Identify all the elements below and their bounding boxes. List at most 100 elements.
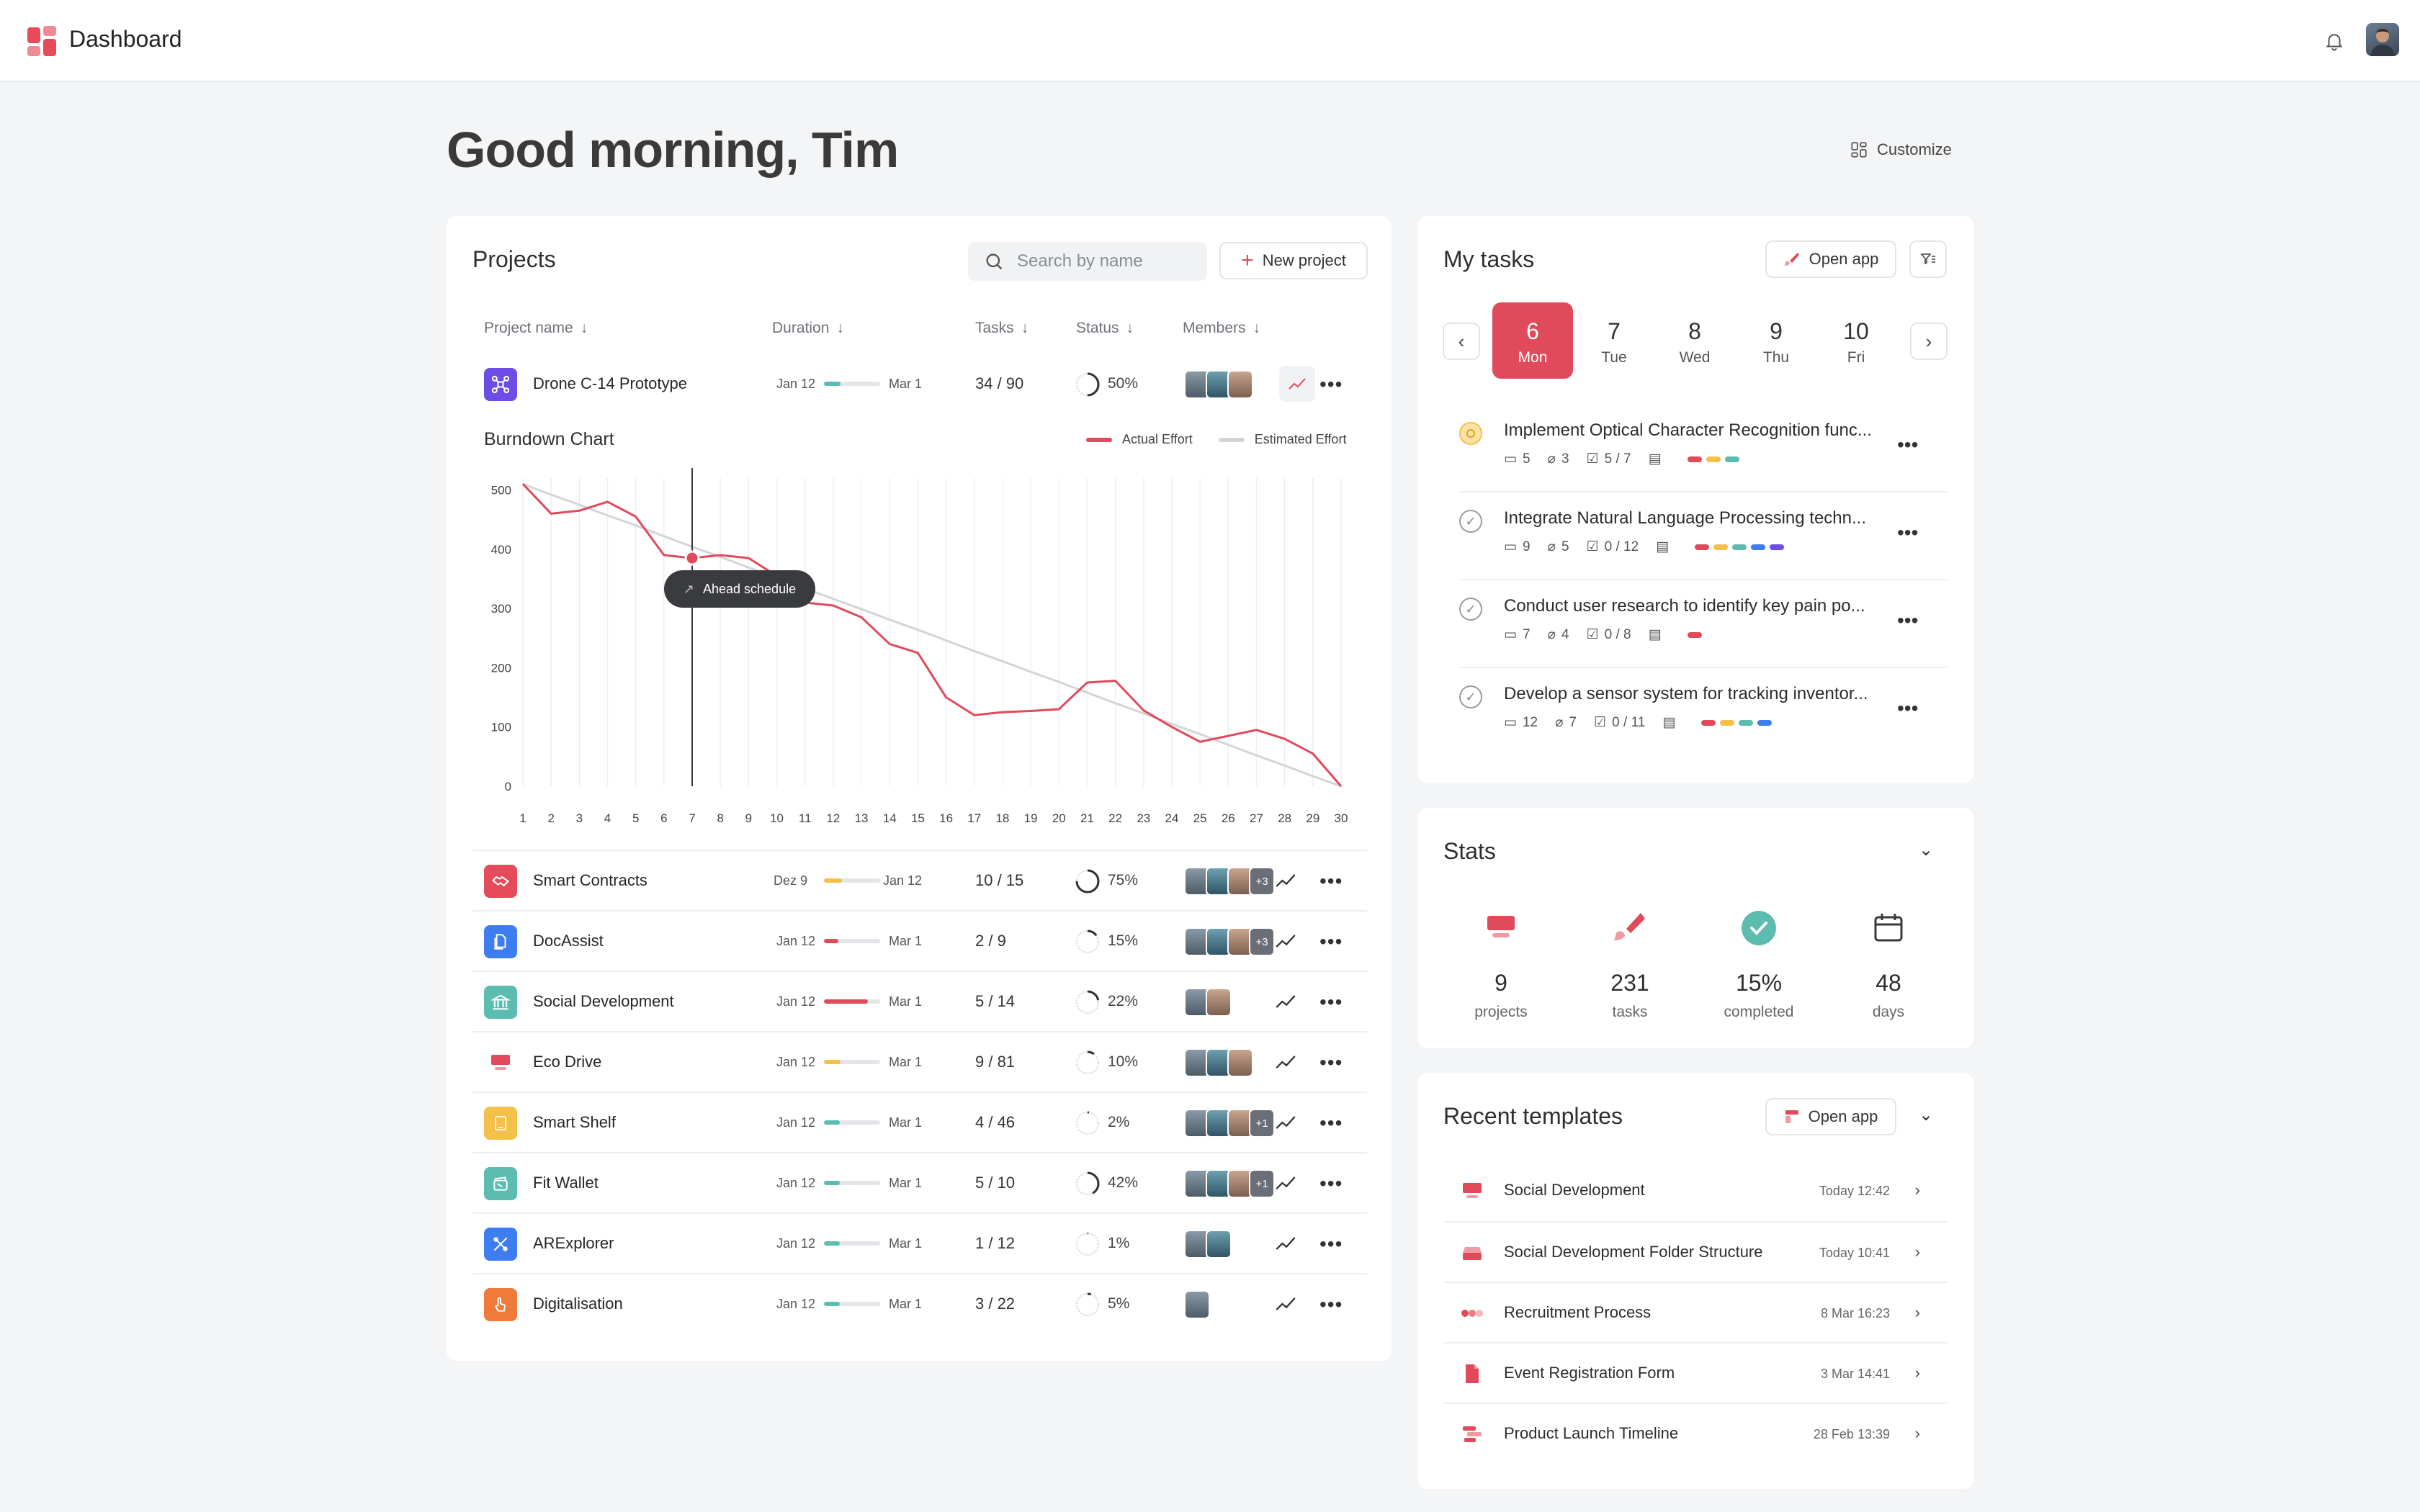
more-options-icon[interactable]: ••• [1319, 1293, 1343, 1315]
project-name[interactable]: Digitalisation [533, 1295, 623, 1313]
table-row[interactable]: Smart Shelf Jan 12 Mar 1 4 / 46 2% +1 ••… [472, 1092, 1367, 1152]
column-header-tasks[interactable]: Tasks ↓ [975, 320, 1028, 337]
project-name[interactable]: ARExplorer [533, 1234, 614, 1252]
column-header-project-name[interactable]: Project name ↓ [484, 320, 588, 337]
column-header-duration[interactable]: Duration ↓ [772, 320, 844, 337]
more-options-icon[interactable]: ••• [1319, 991, 1343, 1013]
open-templates-app-button[interactable]: Open app [1765, 1098, 1896, 1135]
members-avatars[interactable]: +3 [1184, 867, 1275, 896]
more-options-icon[interactable]: ••• [1319, 1233, 1343, 1255]
column-header-status[interactable]: Status ↓ [1076, 320, 1134, 337]
ring-track [1075, 1292, 1100, 1317]
trend-button[interactable] [1279, 366, 1315, 402]
more-options-icon[interactable]: ••• [1897, 609, 1919, 631]
trend-icon[interactable] [1275, 1234, 1296, 1253]
check-circle-icon[interactable]: ✓ [1459, 685, 1482, 708]
project-name[interactable]: Smart Contracts [533, 871, 647, 889]
template-item[interactable]: Recruitment Process 8 Mar 16:23 › [1443, 1282, 1948, 1342]
day-wed[interactable]: 8 Wed [1654, 302, 1735, 379]
task-title[interactable]: Implement Optical Character Recognition … [1504, 420, 1872, 440]
members-avatars[interactable] [1184, 370, 1253, 399]
open-tasks-app-button[interactable]: Open app [1765, 240, 1896, 278]
task-item[interactable]: Implement Optical Character Recognition … [1443, 405, 1948, 492]
template-icon [1785, 1110, 1798, 1123]
table-row[interactable]: Fit Wallet Jan 12 Mar 1 5 / 10 42% +1 ••… [472, 1152, 1367, 1212]
app-logo-icon[interactable] [27, 26, 58, 56]
user-avatar[interactable] [2366, 23, 2399, 56]
members-avatars[interactable]: +1 [1184, 1109, 1275, 1138]
column-header-members[interactable]: Members ↓ [1183, 320, 1260, 337]
task-count: 5 / 10 [975, 1174, 1016, 1192]
more-options-icon[interactable]: ••• [1319, 373, 1343, 395]
table-row[interactable]: Digitalisation Jan 12 Mar 1 3 / 22 5% ••… [472, 1273, 1367, 1333]
trend-icon[interactable] [1275, 1174, 1296, 1192]
more-options-icon[interactable]: ••• [1319, 1112, 1343, 1134]
project-name[interactable]: Smart Shelf [533, 1113, 616, 1131]
task-title[interactable]: Conduct user research to identify key pa… [1504, 596, 1865, 616]
members-avatars[interactable] [1184, 1048, 1253, 1077]
project-name[interactable]: DocAssist [533, 932, 604, 950]
trend-icon[interactable] [1275, 992, 1296, 1011]
stats-collapse-button[interactable]: ⌄ [1919, 840, 1933, 860]
day-mon[interactable]: 6 Mon [1492, 302, 1573, 379]
more-options-icon[interactable]: ••• [1319, 930, 1343, 953]
template-item[interactable]: Social Development Today 12:42 › [1443, 1161, 1948, 1221]
members-avatars[interactable]: +1 [1184, 1169, 1275, 1198]
stats-title: Stats [1443, 838, 1496, 864]
template-item[interactable]: Product Launch Timeline 28 Feb 13:39 › [1443, 1403, 1948, 1463]
template-time: Today 10:41 [1819, 1246, 1890, 1260]
table-row[interactable]: Drone C-14 Prototype Jan 12 Mar 1 34 / 9… [472, 354, 1367, 415]
more-options-icon[interactable]: ••• [1897, 697, 1919, 719]
more-options-icon[interactable]: ••• [1319, 1172, 1343, 1194]
customize-button[interactable]: Customize [1850, 137, 1952, 163]
more-options-icon[interactable]: ••• [1897, 433, 1919, 456]
table-row[interactable]: DocAssist Jan 12 Mar 1 2 / 9 15% +3 ••• [472, 910, 1367, 971]
table-row[interactable]: Smart Contracts Dez 9 Jan 12 10 / 15 75%… [472, 850, 1367, 910]
task-title[interactable]: Integrate Natural Language Processing te… [1504, 508, 1866, 528]
project-name[interactable]: Social Development [533, 992, 674, 1010]
search-input[interactable] [1017, 251, 1197, 271]
templates-collapse-button[interactable]: ⌄ [1919, 1104, 1933, 1125]
project-name[interactable]: Fit Wallet [533, 1174, 599, 1192]
project-name[interactable]: Drone C-14 Prototype [533, 374, 687, 392]
next-week-button[interactable]: › [1910, 323, 1948, 360]
more-options-icon[interactable]: ••• [1897, 521, 1919, 544]
day-tue[interactable]: 7 Tue [1574, 302, 1654, 379]
new-project-label: New project [1262, 251, 1346, 269]
project-name[interactable]: Eco Drive [533, 1053, 602, 1071]
filter-button[interactable] [1909, 240, 1947, 278]
members-avatars[interactable] [1184, 1230, 1232, 1259]
in-progress-icon[interactable] [1459, 422, 1482, 445]
search-box[interactable] [968, 242, 1207, 281]
members-avatars[interactable] [1184, 988, 1232, 1017]
chevron-right-icon: › [1914, 1181, 1920, 1199]
more-options-icon[interactable]: ••• [1319, 870, 1343, 892]
prev-week-button[interactable]: ‹ [1443, 323, 1480, 360]
new-project-button[interactable]: + New project [1219, 242, 1368, 279]
members-avatars[interactable]: +3 [1184, 927, 1275, 956]
day-thu[interactable]: 9 Thu [1736, 302, 1816, 379]
task-item[interactable]: ✓ Integrate Natural Language Processing … [1443, 492, 1948, 580]
template-item[interactable]: Event Registration Form 3 Mar 14:41 › [1443, 1342, 1948, 1403]
day-fri[interactable]: 10 Fri [1816, 302, 1896, 379]
notification-bell-icon[interactable] [2323, 30, 2345, 52]
table-row[interactable]: Social Development Jan 12 Mar 1 5 / 14 2… [472, 971, 1367, 1031]
trend-icon[interactable] [1275, 932, 1296, 950]
table-row[interactable]: ARExplorer Jan 12 Mar 1 1 / 12 1% ••• [472, 1212, 1367, 1273]
ring-track [1075, 990, 1100, 1014]
y-tick-label: 200 [491, 661, 511, 675]
trend-icon[interactable] [1275, 871, 1296, 890]
more-options-icon[interactable]: ••• [1319, 1051, 1343, 1074]
task-item[interactable]: ✓ Conduct user research to identify key … [1443, 580, 1948, 668]
table-row[interactable]: Eco Drive Jan 12 Mar 1 9 / 81 10% ••• [472, 1031, 1367, 1092]
task-title[interactable]: Develop a sensor system for tracking inv… [1504, 684, 1868, 703]
members-avatars[interactable] [1184, 1290, 1210, 1319]
trend-icon[interactable] [1275, 1295, 1296, 1313]
task-meta: ▭ 5 ⌀ 3 ☑ 5 / 7 ▤ [1504, 451, 1739, 467]
trend-icon[interactable] [1275, 1113, 1296, 1132]
check-circle-icon[interactable]: ✓ [1459, 510, 1482, 533]
check-circle-icon[interactable]: ✓ [1459, 598, 1482, 621]
trend-icon[interactable] [1275, 1053, 1296, 1071]
template-item[interactable]: Social Development Folder Structure Toda… [1443, 1221, 1948, 1282]
task-item[interactable]: ✓ Develop a sensor system for tracking i… [1443, 668, 1948, 756]
